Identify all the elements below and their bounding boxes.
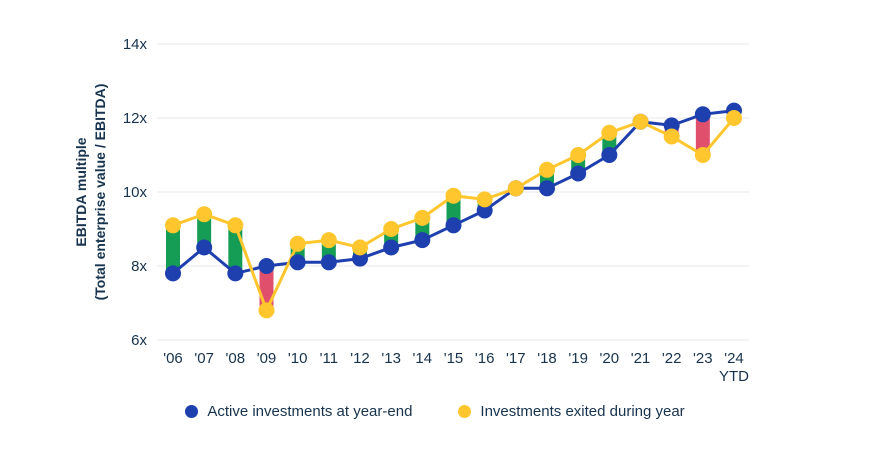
x-tick-label: '18 bbox=[537, 350, 557, 367]
delta-bar-positive bbox=[166, 225, 180, 274]
data-point-exited bbox=[414, 209, 431, 226]
y-axis-label: EBITDA multiple (Total enterprise value … bbox=[72, 32, 110, 352]
x-tick-label: '19 bbox=[568, 350, 588, 367]
legend-label: Investments exited during year bbox=[480, 403, 685, 420]
x-tick-label: '13 bbox=[381, 350, 401, 367]
data-point-active bbox=[320, 254, 337, 271]
legend-item-active: Active investments at year-end bbox=[185, 403, 412, 420]
data-point-exited bbox=[352, 239, 368, 256]
delta-bar-negative bbox=[695, 114, 710, 155]
legend-label: Active investments at year-end bbox=[207, 403, 413, 420]
x-tick-label: '17 bbox=[506, 350, 526, 367]
data-point-active bbox=[196, 239, 213, 256]
data-point-exited bbox=[289, 235, 306, 252]
delta-bar-positive bbox=[197, 214, 212, 248]
data-point-exited bbox=[726, 110, 742, 126]
data-point-exited bbox=[601, 124, 618, 141]
data-point-exited bbox=[258, 302, 275, 319]
data-point-active bbox=[539, 180, 555, 197]
x-tick-label: '09 bbox=[257, 350, 277, 367]
x-tick-label: '24 bbox=[724, 350, 744, 367]
x-tick-label: '16 bbox=[475, 350, 495, 367]
x-tick-label: '10 bbox=[288, 350, 308, 367]
data-point-exited bbox=[632, 113, 649, 130]
data-point-exited bbox=[445, 187, 462, 204]
x-tick-label: '12 bbox=[350, 350, 370, 367]
x-tick-label: '15 bbox=[444, 350, 464, 367]
data-point-exited bbox=[227, 217, 244, 234]
legend-dot-icon bbox=[458, 405, 472, 418]
data-point-active bbox=[289, 254, 306, 271]
data-point-active bbox=[383, 239, 400, 256]
data-point-active bbox=[476, 202, 493, 219]
y-axis-label-line1: EBITDA multiple bbox=[73, 137, 89, 247]
data-point-active bbox=[414, 232, 431, 249]
data-point-active bbox=[570, 165, 587, 182]
data-point-exited bbox=[165, 217, 181, 234]
data-point-exited bbox=[694, 147, 711, 163]
y-axis-label-line2: (Total enterprise value / EBITDA) bbox=[92, 83, 108, 301]
data-point-exited bbox=[570, 147, 587, 163]
y-tick-label: 8x bbox=[131, 258, 147, 275]
x-tick-label: '14 bbox=[413, 350, 433, 367]
y-tick-label: 6x bbox=[131, 332, 147, 349]
legend-item-exited: Investments exited during year bbox=[458, 403, 685, 420]
data-point-exited bbox=[476, 191, 493, 208]
data-point-exited bbox=[539, 161, 555, 178]
data-point-exited bbox=[383, 221, 400, 237]
x-tick-label: YTD bbox=[719, 368, 749, 385]
x-tick-label: '08 bbox=[226, 350, 246, 367]
y-tick-label: 12x bbox=[123, 110, 148, 127]
x-tick-label: '23 bbox=[693, 350, 713, 367]
delta-bar-positive bbox=[446, 195, 461, 226]
x-tick-label: '20 bbox=[600, 350, 620, 367]
x-tick-label: '21 bbox=[631, 350, 651, 367]
data-point-exited bbox=[507, 180, 524, 197]
data-point-exited bbox=[196, 206, 213, 223]
data-point-active bbox=[694, 106, 711, 123]
x-tick-label: '11 bbox=[320, 350, 338, 367]
y-tick-label: 10x bbox=[123, 184, 148, 201]
x-tick-label: '07 bbox=[194, 350, 214, 367]
data-point-active bbox=[445, 217, 462, 234]
x-tick-label: '06 bbox=[163, 350, 183, 367]
data-point-active bbox=[227, 265, 244, 282]
data-point-active bbox=[352, 250, 368, 267]
data-point-exited bbox=[320, 232, 337, 249]
data-point-active bbox=[258, 258, 275, 274]
x-tick-label: '22 bbox=[662, 350, 682, 367]
legend-dot-icon bbox=[185, 405, 199, 418]
data-point-active bbox=[601, 147, 618, 163]
data-point-active bbox=[663, 117, 680, 134]
y-tick-label: 14x bbox=[123, 36, 148, 53]
chart-legend: Active investments at year-end Investment… bbox=[0, 403, 870, 420]
data-point-active bbox=[165, 265, 181, 282]
data-point-exited bbox=[663, 128, 680, 145]
